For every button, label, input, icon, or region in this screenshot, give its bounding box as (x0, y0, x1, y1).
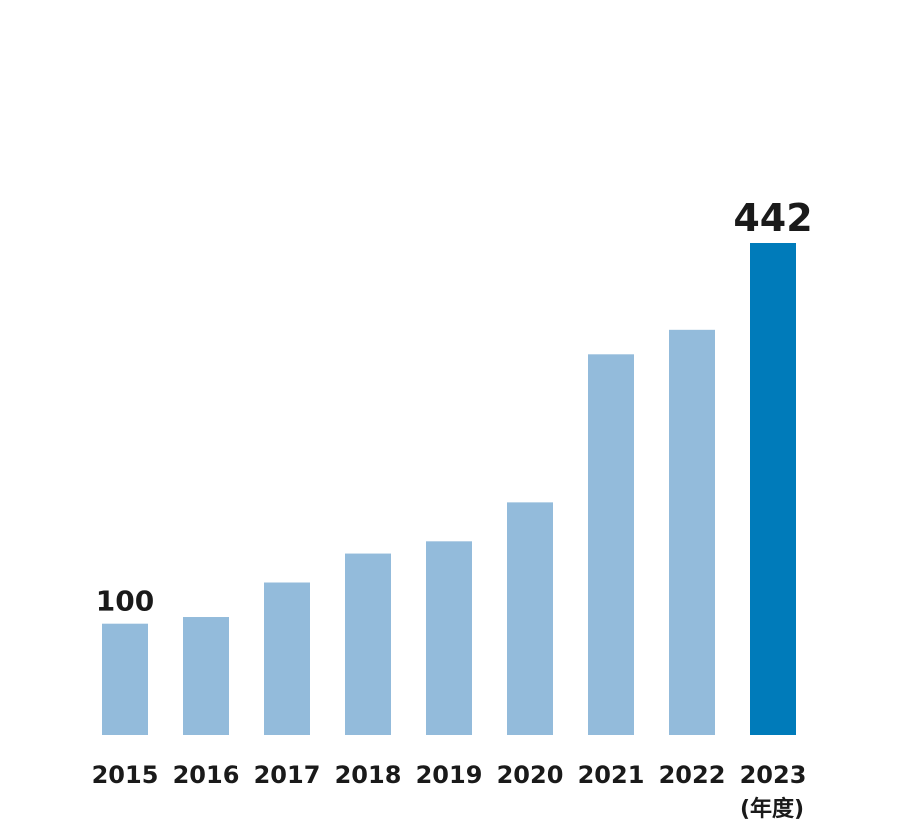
x-axis-unit-label: (年度) (740, 796, 804, 822)
bar-2021 (588, 354, 634, 735)
data-label-2023: 442 (733, 196, 812, 240)
x-tick-label-2016: 2016 (173, 761, 240, 789)
x-tick-labels-group: 2015 2016 2017 2018 2019 2020 2021 2022 2023 (92, 761, 807, 789)
bar-2022 (669, 329, 715, 735)
bar-2017 (264, 582, 310, 735)
x-tick-label-2022: 2022 (659, 761, 726, 789)
x-tick-label-2020: 2020 (497, 761, 564, 789)
x-tick-label-2017: 2017 (254, 761, 321, 789)
x-tick-label-2018: 2018 (335, 761, 402, 789)
bar-2023 (750, 243, 796, 735)
bars-group (102, 243, 796, 735)
data-label-2015: 100 (96, 585, 154, 618)
x-tick-label-2019: 2019 (416, 761, 483, 789)
data-labels-group: 100 442 (96, 196, 813, 618)
bar-2016 (183, 617, 229, 735)
bar-2018 (345, 553, 391, 735)
bar-2019 (426, 541, 472, 735)
x-tick-label-2023: 2023 (740, 761, 807, 789)
bar-2015 (102, 623, 148, 735)
bar-2020 (507, 502, 553, 735)
x-tick-label-2021: 2021 (578, 761, 645, 789)
x-tick-label-2015: 2015 (92, 761, 159, 789)
